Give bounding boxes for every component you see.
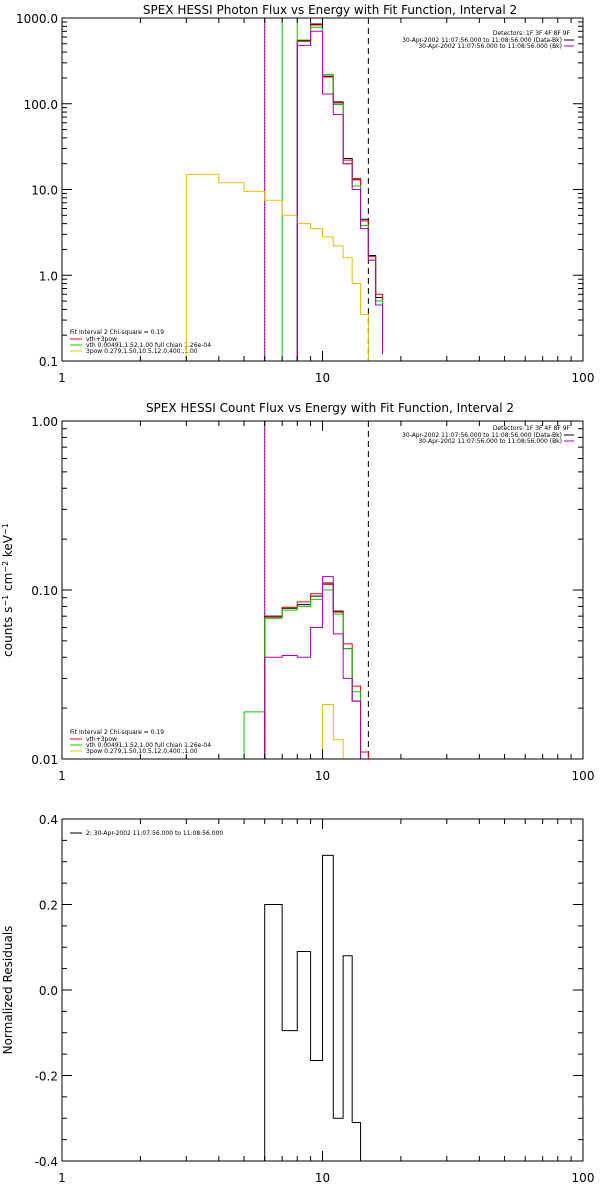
photon-legend-detectors: Detectors: 1F 3F 4F 8F 9F (493, 30, 571, 37)
residuals-xtick-label: 1 (58, 1171, 66, 1185)
photon-legend-fit-header: Fit Interval 2 Chi-square = 0.19 (70, 329, 164, 336)
residuals-ytick-label: -0.4 (35, 1155, 58, 1169)
count-ytick-label: 1.00 (31, 415, 58, 429)
residuals-ytick-label: 0.4 (39, 813, 58, 827)
count-legend-label-total: vth+3pow (86, 736, 117, 743)
count-series-vth-3pow (264, 583, 369, 759)
photon-flux-legend-bottom-left: Fit Interval 2 Chi-square = 0.19 vth+3po… (70, 329, 211, 355)
count-series-3pow (322, 704, 344, 759)
count-xtick-label: 1 (58, 769, 66, 783)
photon-series-data-bk (296, 23, 384, 361)
count-flux-legend-top-right: Detectors: 1F 3F 4F 8F 9F 30-Apr-2002 11… (402, 425, 574, 445)
photon-flux-legend-top-right: Detectors: 1F 3F 4F 8F 9F 30-Apr-2002 11… (402, 30, 574, 50)
photon-series-bk (296, 30, 384, 361)
photon-xtick-label: 10 (315, 371, 330, 385)
residuals-series-residuals (264, 854, 362, 1161)
photon-ytick-label: 100.0 (24, 98, 58, 112)
residuals-xtick-label: 100 (572, 1171, 595, 1185)
photon-flux-title: SPEX HESSI Photon Flux vs Energy with Fi… (143, 3, 517, 17)
photon-series-3pow (185, 173, 369, 361)
residuals-ytick-label: -0.2 (35, 1070, 58, 1084)
photon-legend-data-bk: 30-Apr-2002 11:07:56.000 to 11:08:56.000… (402, 37, 562, 44)
count-legend-label-3pow: 3pow 0.279,1.50,10.5,12.0,400.,1.00 (86, 748, 198, 755)
count-legend-label-vth: vth 0.00491,1.52,1.00 full chian 1.26e-0… (86, 742, 211, 749)
count-series-data-bk (264, 582, 362, 759)
count-xtick-label: 100 (572, 769, 595, 783)
residuals-ytick-label: 0.2 (39, 899, 58, 913)
photon-ytick-label: 1000.0 (16, 12, 58, 26)
residuals-legend: 2: 30-Apr-2002 11:07:56.000 to 11:08:56.… (70, 830, 223, 837)
count-legend-fit-header: Fit Interval 2 Chi-square = 0.19 (70, 729, 164, 736)
count-flux-panel: SPEX HESSI Count Flux vs Energy with Fit… (1, 401, 594, 783)
count-legend-bk: 30-Apr-2002 11:07:56.000 to 11:08:56.000… (418, 438, 562, 445)
residuals-xtick-label: 10 (315, 1171, 330, 1185)
residuals-ytick-label: 0.0 (39, 984, 58, 998)
photon-legend-label-3pow: 3pow 0.279,1.50,10.5,12.0,400.,1.00 (86, 348, 198, 355)
photon-series-vth-3pow (296, 24, 384, 361)
count-ytick-label: 0.01 (31, 753, 58, 767)
photon-ytick-label: 10.0 (31, 184, 58, 198)
count-flux-legend-bottom-left: Fit Interval 2 Chi-square = 0.19 vth+3po… (70, 729, 211, 755)
residuals-ylabel: Normalized Residuals (1, 926, 15, 1055)
photon-xtick-label: 1 (58, 371, 66, 385)
residuals-legend-label: 2: 30-Apr-2002 11:07:56.000 to 11:08:56.… (86, 830, 223, 837)
count-flux-ylabel: counts s−1 cm−2 keV−1 (1, 523, 15, 657)
count-series-vth (243, 589, 369, 759)
count-legend-data-bk: 30-Apr-2002 11:07:56.000 to 11:08:56.000… (402, 432, 562, 439)
count-xtick-label: 10 (315, 769, 330, 783)
count-flux-title: SPEX HESSI Count Flux vs Energy with Fit… (146, 401, 514, 415)
photon-legend-label-vth: vth 0.00491,1.52,1.00 full chian 1.26e-0… (86, 342, 211, 349)
photon-legend-bk: 30-Apr-2002 11:07:56.000 to 11:08:56.000… (418, 43, 562, 50)
photon-xtick-label: 100 (572, 371, 595, 385)
photon-flux-panel: SPEX HESSI Photon Flux vs Energy with Fi… (16, 3, 594, 385)
count-series-bk (264, 576, 362, 759)
photon-ytick-label: 1.0 (39, 269, 58, 283)
count-legend-detectors: Detectors: 1F 3F 4F 8F 9F (493, 425, 571, 432)
count-ytick-label: 0.10 (31, 584, 58, 598)
photon-ytick-label: 0.1 (39, 355, 58, 369)
photon-legend-label-total: vth+3pow (86, 336, 117, 343)
residuals-panel: Normalized Residuals 2: 30-Apr-2002 11:0… (1, 813, 594, 1185)
